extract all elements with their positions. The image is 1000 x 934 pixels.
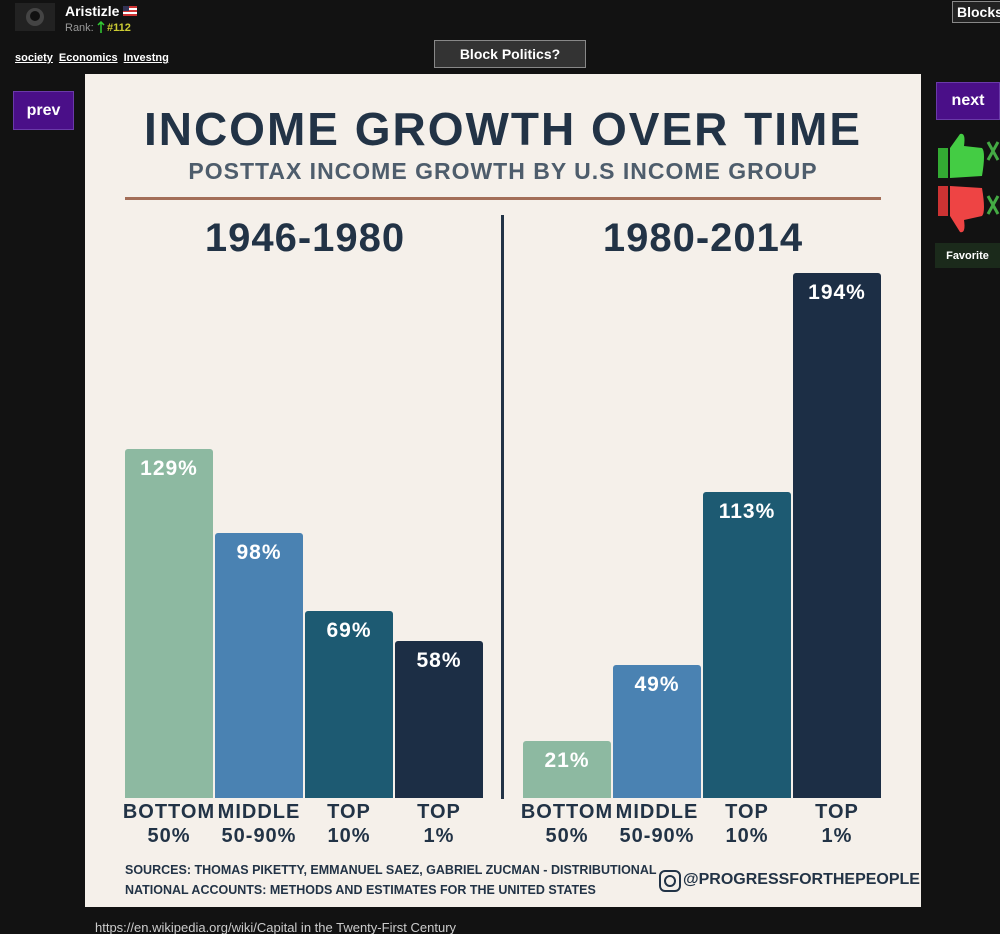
category-label: TOP 10% [327,801,371,847]
close-icon[interactable] [986,141,1000,161]
bar [613,665,701,798]
prev-button[interactable]: prev [13,91,74,130]
bar [215,532,303,798]
bar [793,273,881,798]
tag-link[interactable]: Economics [58,52,118,64]
instagram-icon [659,870,681,892]
bar [125,448,213,798]
category-label: MIDDLE 50-90% [217,801,301,847]
sources: SOURCES: THOMAS PIKETTY, EMMANUEL SAEZ, … [125,860,657,900]
rule [125,197,881,200]
bar [305,611,393,798]
next-button[interactable]: next [936,82,1000,120]
value-label: 113% [718,500,776,524]
vote-icons [938,133,1000,233]
subtitle: POSTTAX INCOME GROWTH BY U.S INCOME GROU… [188,158,818,184]
tag-link[interactable]: Investng [123,52,169,64]
value-label: 58% [416,649,462,673]
bar [703,492,791,798]
source-line: NATIONAL ACCOUNTS: METHODS AND ESTIMATES… [125,883,596,897]
username[interactable]: Aristizle [65,3,120,19]
avatar[interactable] [15,3,55,31]
category-label: BOTTOM 50% [122,801,216,847]
value-label: 98% [236,540,282,564]
credit: @PROGRESSFORTHEPEOPLE [683,871,920,888]
category-label: TOP 10% [725,801,769,847]
panel-title: 1980-2014 [602,216,804,260]
rank-arrow [97,21,105,33]
value-label: 21% [544,749,590,773]
flag-icon [123,6,137,16]
bar [395,641,483,798]
source-link[interactable]: https://en.wikipedia.org/wiki/Capital in… [95,920,457,934]
blocks-button[interactable]: Blocks [952,1,1000,23]
thumb-up[interactable] [938,133,984,178]
value-label: 49% [634,673,680,697]
divider [501,215,504,799]
value-label: 69% [326,619,372,643]
panel-title: 1946-1980 [204,216,406,260]
category-label: MIDDLE 50-90% [615,801,699,847]
infographic: INCOME GROWTH OVER TIME POSTTAX INCOME G… [85,74,921,907]
rank-value: #112 [107,22,131,34]
value-label: 194% [808,281,866,304]
favorite-button[interactable]: Favorite [935,243,1000,268]
close-icon[interactable] [986,195,1000,215]
category-label: BOTTOM 50% [520,801,614,847]
block-button[interactable]: Block Politics? [434,40,586,68]
category-label: TOP 1% [417,801,461,847]
value-label: 129% [140,456,198,480]
bar [523,741,611,798]
tag-list: society Economics Investng [15,52,169,64]
source-line: SOURCES: THOMAS PIKETTY, EMMANUEL SAEZ, … [125,863,657,877]
rank-label: Rank: [65,22,94,34]
thumb-down[interactable] [938,186,984,233]
tag-link[interactable]: society [15,52,53,64]
category-label: TOP 1% [815,801,859,847]
title: INCOME GROWTH OVER TIME [143,103,863,155]
